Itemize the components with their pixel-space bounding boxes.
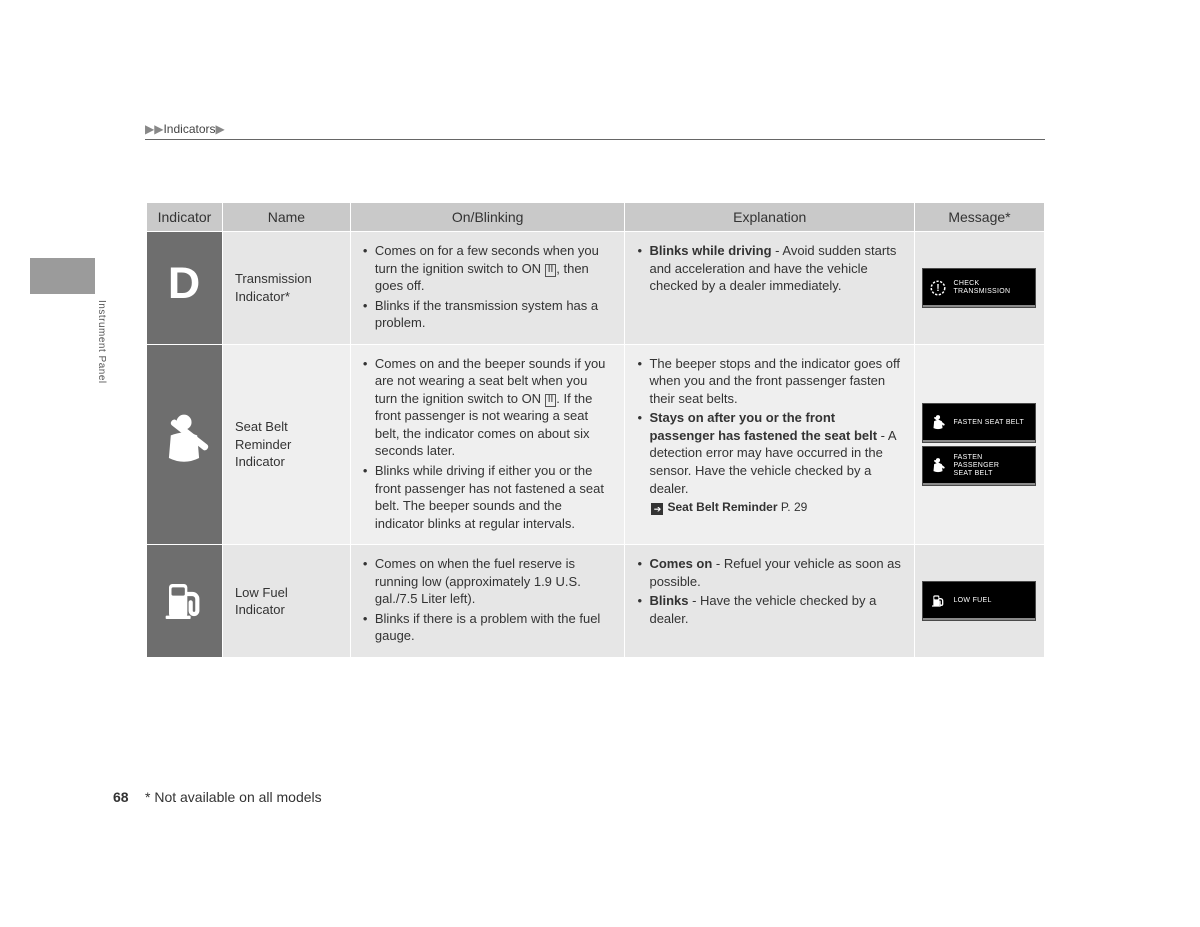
explanation-item: Blinks while driving - Avoid sudden star… bbox=[637, 242, 902, 295]
indicator-name: Transmission Indicator* bbox=[222, 232, 350, 345]
indicators-table: Indicator Name On/Blinking Explanation M… bbox=[146, 202, 1045, 658]
message-tile: LOW FUEL bbox=[922, 581, 1036, 621]
message-text: FASTEN PASSENGERSEAT BELT bbox=[953, 454, 1029, 478]
gear-alert-icon: ! bbox=[929, 279, 947, 297]
seatbelt-icon bbox=[929, 414, 947, 432]
on-blinking-cell: Comes on when the fuel reserve is runnin… bbox=[350, 545, 625, 658]
indicator-name: Low Fuel Indicator bbox=[222, 545, 350, 658]
breadcrumb-arrow: ▶ bbox=[216, 122, 225, 136]
svg-text:D: D bbox=[168, 258, 200, 308]
th-onblinking: On/Blinking bbox=[350, 203, 625, 232]
indicator-icon-cell: D bbox=[147, 232, 223, 345]
fuel-icon bbox=[147, 574, 222, 629]
message-text: FASTEN SEAT BELT bbox=[953, 419, 1024, 427]
on-blinking-item: Comes on and the beeper sounds if you ar… bbox=[363, 355, 613, 460]
message-cell: ! CHECKTRANSMISSION bbox=[914, 232, 1044, 345]
on-blinking-cell: Comes on for a few seconds when you turn… bbox=[350, 232, 625, 345]
on-blinking-item: Blinks if there is a problem with the fu… bbox=[363, 610, 613, 645]
transmission-d-icon: D bbox=[147, 257, 222, 318]
page-number: 68 bbox=[113, 789, 129, 805]
breadcrumb-rule bbox=[145, 139, 1045, 140]
explanation-cell: The beeper stops and the indicator goes … bbox=[625, 344, 915, 544]
table-row: D Transmission Indicator*Comes on for a f… bbox=[147, 232, 1045, 345]
breadcrumb-section: Indicators bbox=[163, 122, 215, 136]
on-blinking-item: Blinks while driving if either you or th… bbox=[363, 462, 613, 532]
seatbelt-icon bbox=[147, 409, 222, 480]
svg-text:!: ! bbox=[937, 283, 940, 294]
th-indicator: Indicator bbox=[147, 203, 223, 232]
breadcrumb: ▶▶Indicators▶ bbox=[145, 122, 225, 136]
indicator-icon-cell bbox=[147, 545, 223, 658]
explanation-cell: Blinks while driving - Avoid sudden star… bbox=[625, 232, 915, 345]
indicator-name: Seat Belt Reminder Indicator bbox=[222, 344, 350, 544]
table-row: Seat Belt Reminder IndicatorComes on and… bbox=[147, 344, 1045, 544]
message-text: LOW FUEL bbox=[953, 597, 991, 605]
fuel-icon bbox=[929, 592, 947, 610]
breadcrumb-arrow: ▶ bbox=[145, 122, 154, 136]
message-cell: LOW FUEL bbox=[914, 545, 1044, 658]
indicator-icon-cell bbox=[147, 344, 223, 544]
explanation-item: Comes on - Refuel your vehicle as soon a… bbox=[637, 555, 902, 590]
explanation-item: Stays on after you or the front passenge… bbox=[637, 409, 902, 497]
explanation-cell: Comes on - Refuel your vehicle as soon a… bbox=[625, 545, 915, 658]
message-tile: FASTEN PASSENGERSEAT BELT bbox=[922, 446, 1036, 486]
th-explanation: Explanation bbox=[625, 203, 915, 232]
footnote: * Not available on all models bbox=[145, 789, 322, 805]
seatbelt-icon bbox=[929, 457, 947, 475]
cross-reference: ➔Seat Belt Reminder P. 29 bbox=[651, 499, 902, 515]
on-blinking-item: Comes on for a few seconds when you turn… bbox=[363, 242, 613, 295]
explanation-item: Blinks - Have the vehicle checked by a d… bbox=[637, 592, 902, 627]
message-tile: FASTEN SEAT BELT bbox=[922, 403, 1036, 443]
on-blinking-item: Blinks if the transmission system has a … bbox=[363, 297, 613, 332]
on-blinking-cell: Comes on and the beeper sounds if you ar… bbox=[350, 344, 625, 544]
side-tab bbox=[30, 258, 95, 294]
table-row: Low Fuel IndicatorComes on when the fuel… bbox=[147, 545, 1045, 658]
explanation-item: The beeper stops and the indicator goes … bbox=[637, 355, 902, 408]
message-text: CHECKTRANSMISSION bbox=[953, 280, 1010, 296]
table-header-row: Indicator Name On/Blinking Explanation M… bbox=[147, 203, 1045, 232]
th-message: Message* bbox=[914, 203, 1044, 232]
message-cell: FASTEN SEAT BELT FASTEN PASSENGERSEAT BEL… bbox=[914, 344, 1044, 544]
side-section-label: Instrument Panel bbox=[96, 300, 107, 384]
message-tile: ! CHECKTRANSMISSION bbox=[922, 268, 1036, 308]
th-name: Name bbox=[222, 203, 350, 232]
on-blinking-item: Comes on when the fuel reserve is runnin… bbox=[363, 555, 613, 608]
